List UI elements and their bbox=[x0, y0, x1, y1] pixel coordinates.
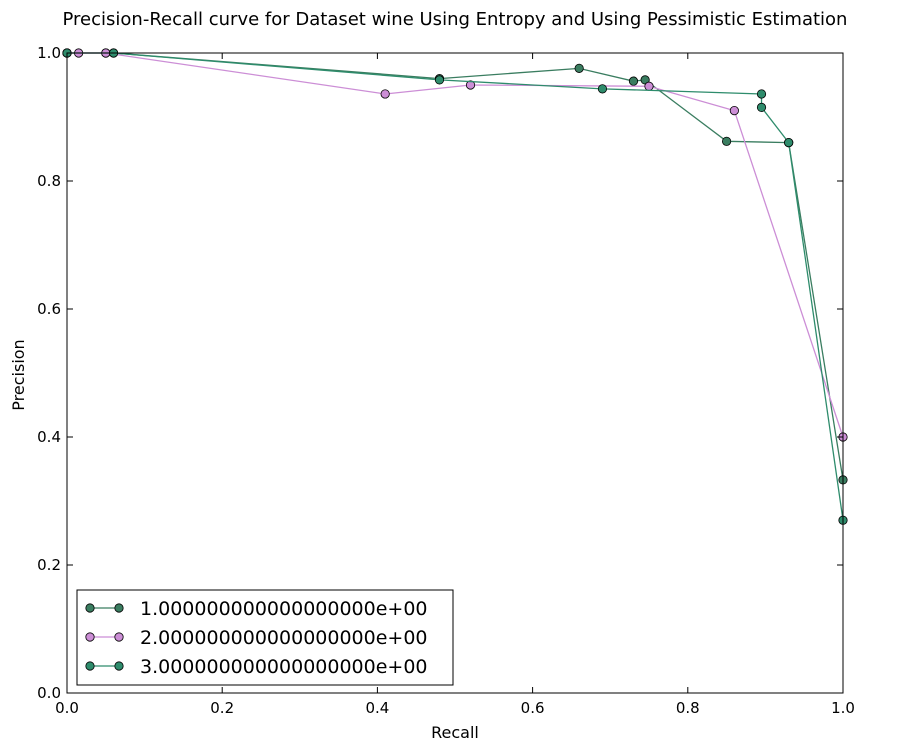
chart-title: Precision-Recall curve for Dataset wine … bbox=[63, 9, 848, 30]
legend-label: 3.000000000000000000e+00 bbox=[140, 656, 428, 678]
x-axis-label: Recall bbox=[431, 723, 479, 742]
series-2-point bbox=[380, 89, 390, 99]
y-tick-label: 0.4 bbox=[37, 428, 61, 446]
y-tick-label: 1.0 bbox=[37, 44, 61, 62]
series-1-point bbox=[628, 76, 639, 86]
legend-label: 1.000000000000000000e+00 bbox=[140, 598, 428, 620]
legend-box bbox=[76, 589, 454, 686]
series-2-point bbox=[729, 106, 739, 116]
axes-ticks: 0.0 0.2 0.4 0.6 0.8 1.0 0.0 0.2 0.4 0.6 0.8 1.0 bbox=[37, 44, 855, 717]
legend-marker bbox=[114, 661, 124, 671]
legend-marker bbox=[85, 632, 95, 642]
y-tick-label: 0.6 bbox=[37, 300, 61, 318]
x-tick-label: 0.0 bbox=[55, 699, 79, 717]
x-tick-label: 0.6 bbox=[521, 699, 545, 717]
series-1-point bbox=[721, 136, 732, 146]
series-3-point bbox=[784, 138, 794, 148]
legend-marker bbox=[85, 661, 95, 671]
y-tick-label: 0.8 bbox=[37, 172, 61, 190]
x-tick-label: 0.4 bbox=[365, 699, 389, 717]
series-2-point bbox=[465, 80, 476, 90]
legend-marker bbox=[114, 603, 124, 613]
series-3-point bbox=[756, 89, 767, 99]
series-1-point bbox=[574, 63, 584, 73]
plot-frame bbox=[66, 52, 844, 694]
legend-marker bbox=[85, 603, 95, 613]
x-tick-label: 0.8 bbox=[676, 699, 700, 717]
series-3-point bbox=[756, 102, 767, 113]
x-tick-label: 0.2 bbox=[210, 699, 234, 717]
y-tick-label: 0.0 bbox=[37, 684, 61, 702]
series-2-point bbox=[644, 81, 654, 91]
series-3-line bbox=[67, 52, 844, 521]
series-3-point bbox=[434, 75, 445, 85]
series-3-point bbox=[597, 84, 608, 94]
legend-marker bbox=[114, 632, 124, 642]
legend: 1.000000000000000000e+00 2.00000000000000… bbox=[76, 589, 454, 686]
y-tick-label: 0.2 bbox=[37, 556, 61, 574]
x-tick-label: 1.0 bbox=[831, 699, 855, 717]
legend-label: 2.000000000000000000e+00 bbox=[140, 627, 428, 649]
y-axis-label: Precision bbox=[9, 339, 28, 410]
